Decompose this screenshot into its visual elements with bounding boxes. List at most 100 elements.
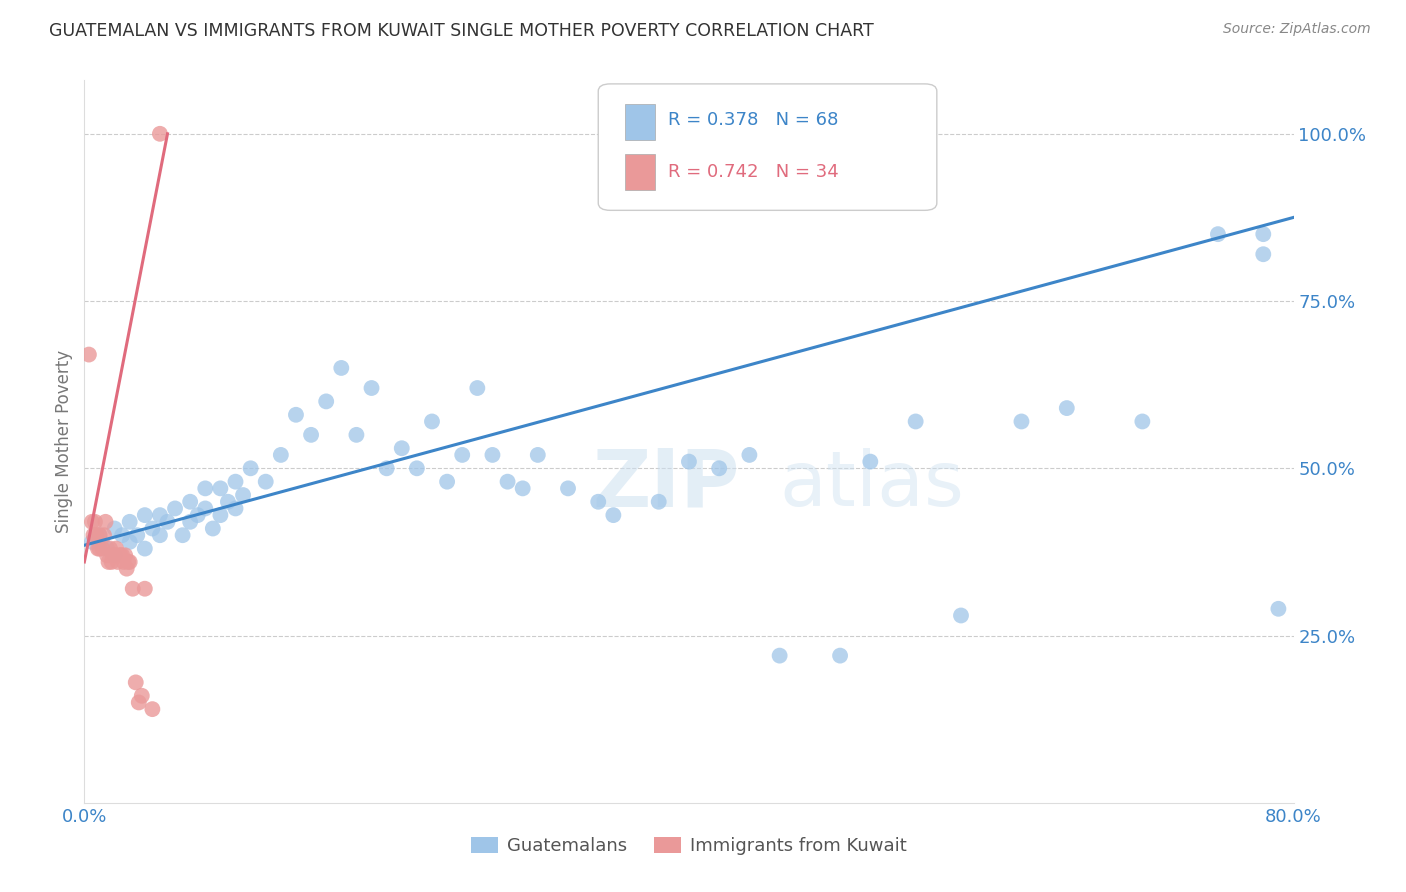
Point [830, 648, 852, 663]
FancyBboxPatch shape [599, 84, 936, 211]
Point [602, 508, 624, 523]
Point [134, 541, 156, 556]
Point [118, 515, 141, 529]
Point [225, 501, 247, 516]
Point [678, 455, 700, 469]
Point [209, 508, 232, 523]
Point [270, 448, 292, 462]
Point [420, 414, 443, 429]
Point [406, 461, 429, 475]
Point [112, 555, 135, 569]
Point [117, 555, 139, 569]
Point [481, 448, 503, 462]
Point [709, 461, 731, 475]
Point [84, 515, 107, 529]
Point [96, 541, 118, 556]
Point [232, 488, 254, 502]
Point [149, 127, 172, 141]
Point [87, 541, 110, 556]
Point [375, 461, 398, 475]
Point [254, 475, 277, 489]
Point [1267, 602, 1289, 616]
Point [557, 482, 579, 496]
Point [225, 475, 247, 489]
Point [104, 548, 127, 563]
Point [89, 541, 111, 556]
Point [769, 648, 792, 663]
Point [141, 702, 163, 716]
Point [315, 394, 337, 409]
Point [149, 528, 172, 542]
Point [859, 455, 882, 469]
Point [172, 528, 194, 542]
Point [134, 582, 156, 596]
Point [451, 448, 474, 462]
Point [108, 548, 131, 563]
Text: atlas: atlas [780, 448, 965, 522]
Point [496, 475, 519, 489]
Point [194, 482, 217, 496]
Point [1056, 401, 1078, 416]
Legend: Guatemalans, Immigrants from Kuwait: Guatemalans, Immigrants from Kuwait [464, 830, 914, 863]
Point [179, 515, 201, 529]
Point [156, 515, 179, 529]
Point [239, 461, 262, 475]
Point [1206, 227, 1229, 242]
Bar [624, 154, 655, 190]
Point [360, 381, 382, 395]
Point [98, 541, 121, 556]
Point [209, 482, 232, 496]
Point [201, 521, 224, 535]
Point [187, 508, 209, 523]
Text: R = 0.742   N = 34: R = 0.742 N = 34 [668, 163, 839, 181]
Point [648, 494, 671, 508]
Point [904, 414, 927, 429]
Point [299, 427, 322, 442]
Point [110, 548, 132, 563]
Point [131, 689, 153, 703]
Point [97, 555, 120, 569]
Point [114, 548, 136, 563]
Bar [624, 103, 655, 139]
Point [346, 427, 368, 442]
Point [125, 675, 148, 690]
Point [118, 534, 141, 549]
Point [527, 448, 550, 462]
Point [118, 555, 141, 569]
Point [77, 348, 100, 362]
Text: Source: ZipAtlas.com: Source: ZipAtlas.com [1223, 22, 1371, 37]
Point [391, 442, 413, 455]
Point [93, 528, 115, 542]
Point [179, 494, 201, 508]
Point [127, 528, 149, 542]
Point [101, 548, 124, 563]
Point [115, 562, 138, 576]
Point [111, 528, 134, 542]
Point [100, 555, 122, 569]
Point [950, 608, 973, 623]
Point [86, 528, 108, 542]
Point [104, 521, 127, 535]
Point [89, 528, 111, 542]
Point [1011, 414, 1033, 429]
Point [467, 381, 489, 395]
Text: ZIP: ZIP [592, 446, 740, 524]
Point [80, 534, 103, 549]
Point [104, 548, 127, 563]
Point [89, 528, 111, 542]
Y-axis label: Single Mother Poverty: Single Mother Poverty [55, 350, 73, 533]
Point [134, 508, 156, 523]
Point [107, 555, 129, 569]
Point [588, 494, 610, 508]
Point [96, 548, 118, 563]
Point [128, 696, 150, 710]
Point [512, 482, 534, 496]
Point [285, 408, 308, 422]
Point [91, 541, 114, 556]
Text: GUATEMALAN VS IMMIGRANTS FROM KUWAIT SINGLE MOTHER POVERTY CORRELATION CHART: GUATEMALAN VS IMMIGRANTS FROM KUWAIT SIN… [49, 22, 875, 40]
Point [217, 494, 239, 508]
Point [738, 448, 761, 462]
Text: R = 0.378   N = 68: R = 0.378 N = 68 [668, 111, 839, 128]
Point [149, 508, 172, 523]
Point [94, 515, 117, 529]
